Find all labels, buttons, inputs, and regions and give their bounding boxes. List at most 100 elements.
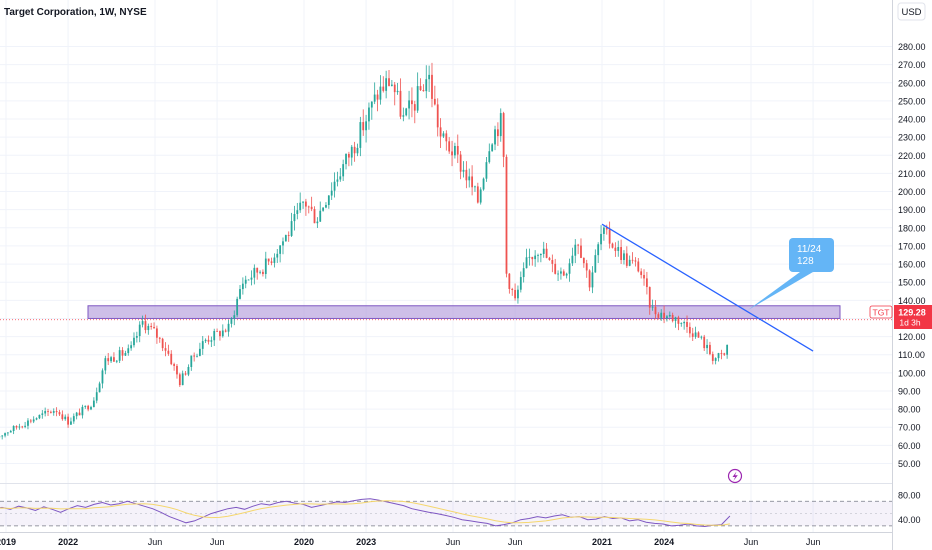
candle-body (428, 74, 431, 80)
price-tick-label: 270.00 (898, 60, 926, 70)
candle-body (64, 416, 67, 420)
candle-body (133, 337, 135, 346)
candle-body (38, 414, 41, 419)
time-tick-label: 2021 (592, 537, 612, 547)
downtrend-line[interactable] (601, 223, 814, 352)
candle-body (519, 277, 522, 290)
price-tick-label: 160.00 (898, 260, 926, 270)
candle-body (534, 255, 537, 260)
candle-body (651, 306, 654, 308)
candle-body (256, 267, 259, 273)
candle-body (284, 235, 287, 242)
price-tick-label: 110.00 (898, 350, 925, 360)
candle-body (207, 339, 210, 342)
candle-body (1, 435, 4, 437)
candle-body (488, 151, 491, 163)
candle-body (382, 86, 385, 91)
candle-body (459, 154, 462, 172)
candle-body (562, 271, 565, 276)
candle-body (67, 416, 69, 425)
candle-body (451, 151, 453, 156)
candle-body (118, 350, 121, 361)
price-tick-label: 80.00 (898, 405, 921, 415)
candle-body (310, 206, 313, 210)
candle-body (714, 358, 717, 361)
lightning-icon[interactable] (727, 468, 743, 484)
candle-body (660, 312, 663, 318)
price-tick-label: 190.00 (898, 205, 926, 215)
candle-body (44, 411, 47, 414)
rsi-ma-line (0, 500, 730, 526)
candle-body (72, 416, 75, 422)
candle-body (706, 344, 708, 349)
candle-body (539, 253, 542, 256)
support-zone[interactable] (87, 305, 841, 319)
price-tick-label: 200.00 (898, 187, 926, 197)
candle-body (219, 331, 221, 337)
candle-body (474, 186, 476, 188)
ticker-symbol: TGT (873, 308, 890, 318)
candle-body (115, 360, 118, 362)
candle-body (611, 243, 614, 248)
candle-body (471, 176, 474, 188)
candle-body (574, 244, 577, 256)
price-tick-label: 50.00 (898, 459, 921, 469)
price-tick-label: 260.00 (898, 78, 926, 88)
price-tick-label: 230.00 (898, 133, 926, 143)
candle-body (287, 235, 290, 236)
currency-label: USD (901, 7, 921, 18)
candle-body (723, 353, 726, 355)
candle-body (517, 289, 519, 299)
candle-body (439, 127, 442, 137)
candle-body (393, 84, 396, 93)
candle-body (422, 90, 425, 92)
candle-body (84, 405, 87, 407)
candle-body (623, 253, 625, 260)
candle-body (694, 332, 697, 337)
candle-body (491, 144, 494, 152)
candle-body (107, 358, 110, 362)
candle-body (198, 348, 201, 356)
time-tick-label: Jun (210, 537, 225, 547)
candle-body (402, 115, 405, 117)
candle-body (376, 94, 379, 100)
candle-body (307, 206, 310, 208)
candle-body (600, 233, 602, 245)
candle-body (210, 340, 213, 342)
candle-body (399, 90, 402, 117)
candle-body (273, 257, 276, 263)
candle-body (643, 274, 645, 279)
candle-body (187, 366, 190, 375)
candle-body (347, 153, 350, 158)
candle-body (691, 333, 694, 337)
candle-body (336, 179, 339, 182)
candle-body (640, 271, 643, 275)
candle-body (293, 213, 296, 222)
candle-body (47, 411, 49, 412)
candle-body (290, 221, 293, 236)
candle-body (353, 146, 356, 154)
candle-body (525, 257, 528, 269)
candle-body (628, 259, 631, 266)
candle-body (663, 312, 665, 319)
currency-button[interactable]: USD (897, 2, 926, 21)
candle-body (379, 86, 382, 100)
candles (0, 62, 729, 440)
candle-body (221, 330, 224, 337)
candle-body (368, 107, 370, 122)
candle-body (425, 79, 428, 92)
candle-body (703, 336, 706, 349)
callout-date: 11/24 (797, 244, 822, 255)
candle-body (499, 113, 502, 137)
candle-body (548, 257, 551, 261)
candle-body (445, 133, 448, 142)
annotation-callout[interactable]: 11/24 128 (748, 238, 834, 310)
candle-body (135, 336, 138, 338)
candle-body (230, 318, 233, 324)
candle-body (41, 413, 44, 415)
candle-body (95, 392, 98, 401)
candle-body (388, 78, 390, 86)
candle-body (408, 100, 410, 109)
candle-body (7, 432, 9, 434)
candle-body (720, 353, 723, 354)
